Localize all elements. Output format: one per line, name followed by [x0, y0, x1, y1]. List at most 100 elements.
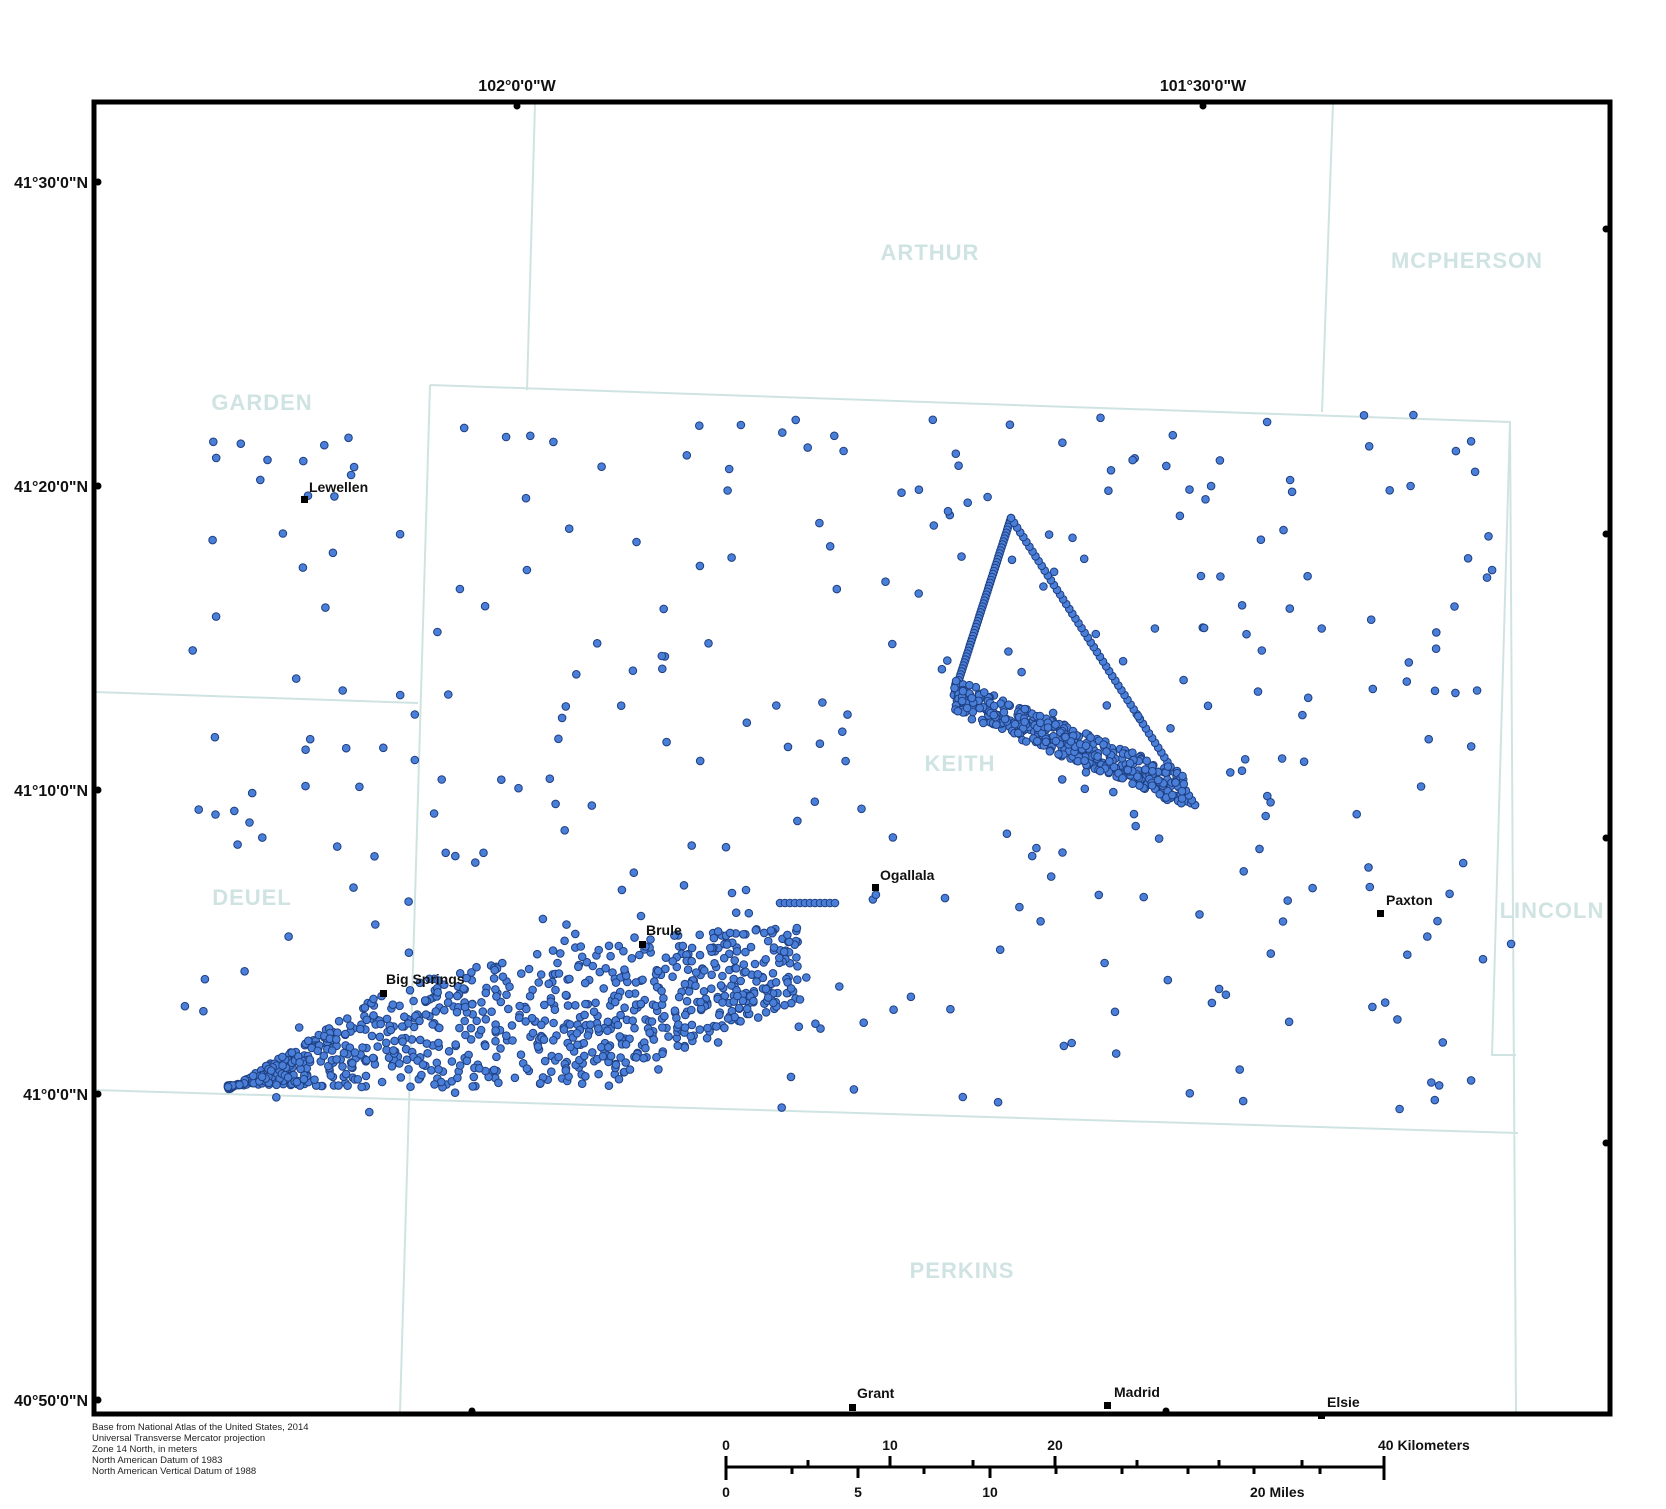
sample-point	[1013, 728, 1023, 738]
sample-point	[1032, 843, 1041, 853]
sample-point	[684, 987, 694, 996]
sample-point	[1177, 786, 1187, 796]
sample-point	[741, 967, 750, 977]
sample-point	[1434, 1081, 1444, 1090]
sample-point	[522, 1064, 532, 1073]
sample-point	[704, 639, 713, 648]
sample-point	[491, 1026, 500, 1035]
sample-point	[1148, 766, 1157, 776]
tick-bottom-2	[1162, 1407, 1170, 1415]
sample-point	[741, 885, 751, 895]
sample-point	[410, 755, 420, 765]
sample-point	[1298, 710, 1307, 720]
sample-point	[441, 848, 451, 858]
sample-point	[344, 433, 353, 443]
sample-point	[1278, 917, 1288, 926]
sample-point	[638, 975, 647, 985]
credit-line: North American Datum of 1983	[92, 1455, 223, 1466]
sample-point	[724, 464, 734, 474]
sample-point	[1279, 525, 1288, 535]
sample-point	[1431, 644, 1441, 654]
sample-point	[278, 1052, 287, 1062]
sample-point	[462, 1056, 472, 1066]
sample-point	[1027, 851, 1037, 861]
scale-mi-5: 5	[854, 1484, 862, 1500]
sample-point	[750, 959, 760, 969]
sample-point	[349, 462, 359, 472]
sample-point	[1104, 486, 1113, 496]
sample-point	[468, 1082, 478, 1091]
sample-point	[649, 1035, 659, 1044]
sample-point	[639, 1053, 648, 1063]
sample-point	[536, 970, 546, 979]
sample-point	[1091, 629, 1101, 639]
sample-point	[1466, 742, 1476, 751]
sample-point	[657, 986, 666, 996]
scale-mi-20: 20 Miles	[1250, 1484, 1305, 1500]
sample-point	[993, 1097, 1003, 1107]
sample-point	[341, 1029, 350, 1039]
sample-point	[871, 890, 881, 900]
sample-point	[348, 1059, 357, 1068]
sample-point	[1402, 677, 1412, 686]
sample-point	[564, 524, 574, 534]
sample-point	[1404, 658, 1414, 667]
sample-point	[409, 996, 418, 1006]
sample-point	[680, 979, 690, 989]
sample-point	[494, 1078, 503, 1088]
sample-point	[450, 1088, 460, 1097]
sample-point	[995, 945, 1005, 955]
sample-point	[545, 774, 555, 784]
sample-point	[492, 992, 501, 1001]
sample-point	[1352, 809, 1361, 819]
sample-point	[594, 1024, 603, 1033]
sample-point	[580, 1051, 589, 1061]
sample-point	[1199, 623, 1209, 633]
sample-point	[601, 964, 611, 973]
sample-point	[491, 1036, 500, 1046]
sample-point	[1021, 737, 1031, 746]
sample-point	[734, 1003, 744, 1013]
sample-point	[953, 706, 963, 716]
sample-point	[379, 743, 388, 753]
sample-point	[979, 688, 989, 697]
sample-point	[727, 888, 737, 898]
lat-label-41-10: 41°10'0"N	[14, 783, 88, 800]
sample-point	[736, 420, 746, 430]
sample-point	[522, 565, 532, 575]
sample-point	[1058, 438, 1067, 448]
sample-point	[678, 941, 688, 951]
sample-point	[1365, 882, 1375, 892]
towns: Lewellen Ogallala Brule Big Springs Paxt…	[301, 479, 1433, 1419]
sample-point	[624, 989, 634, 999]
sample-point	[200, 974, 210, 984]
sample-point	[1068, 533, 1077, 543]
sample-point	[299, 456, 308, 466]
sample-point	[1237, 601, 1247, 610]
sample-point	[453, 991, 462, 1001]
sample-point	[1261, 811, 1270, 821]
sample-point	[549, 437, 558, 447]
sample-point	[793, 816, 802, 826]
sample-point	[967, 714, 977, 724]
sample-point	[761, 984, 771, 994]
sample-point	[695, 1025, 705, 1034]
sample-point	[332, 842, 342, 851]
sample-point	[481, 988, 491, 998]
sample-point	[951, 676, 961, 686]
sample-point	[1147, 781, 1157, 790]
sample-point	[769, 943, 779, 952]
scale-km-ticks	[806, 1456, 1304, 1467]
sample-point	[1368, 684, 1378, 694]
sample-point	[825, 542, 835, 551]
sample-point	[423, 1049, 432, 1058]
sample-point	[390, 1036, 399, 1046]
sample-point	[1043, 723, 1053, 732]
tick-lat-40-50	[94, 1396, 102, 1404]
sample-point	[536, 1079, 545, 1088]
sample-point	[521, 493, 531, 503]
sample-point	[1285, 604, 1295, 613]
sample-point	[674, 992, 684, 1002]
sample-point	[402, 1055, 412, 1064]
